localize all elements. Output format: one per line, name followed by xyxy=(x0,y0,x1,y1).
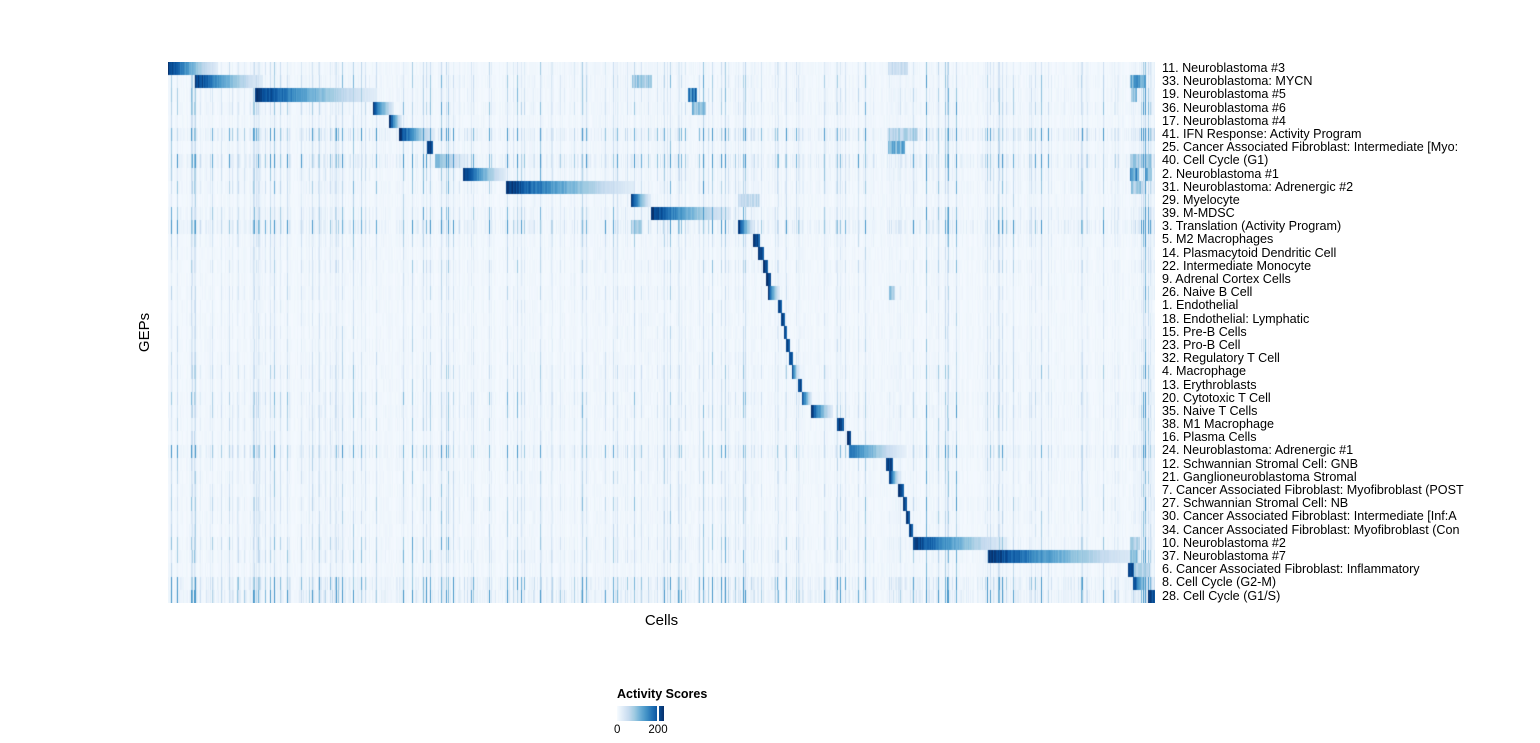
row-label: 17. Neuroblastoma #4 xyxy=(1162,113,1286,128)
legend-colorbar xyxy=(617,706,664,721)
row-label: 20. Cytotoxic T Cell xyxy=(1162,390,1271,405)
row-label: 18. Endothelial: Lymphatic xyxy=(1162,311,1310,326)
row-label-axis: 11. Neuroblastoma #3 33. Neuroblastoma: M… xyxy=(1162,61,1540,603)
row-label: 2. Neuroblastoma #1 xyxy=(1162,166,1279,181)
row-label: 1. Endothelial xyxy=(1162,298,1239,313)
row-label: 41. IFN Response: Activity Program xyxy=(1162,126,1362,141)
legend-tick-mark xyxy=(657,706,659,721)
y-axis-title-wrap: GEPs xyxy=(134,62,156,603)
row-label: 22. Intermediate Monocyte xyxy=(1162,258,1312,273)
row-label: 11. Neuroblastoma #3 xyxy=(1162,61,1285,75)
row-label: 26. Naive B Cell xyxy=(1162,285,1253,300)
heatmap xyxy=(168,62,1155,603)
row-label: 33. Neuroblastoma: MYCN xyxy=(1162,74,1313,89)
row-label: 39. M-MDSC xyxy=(1162,206,1235,221)
y-axis-title: GEPs xyxy=(136,312,154,353)
row-label: 9. Adrenal Cortex Cells xyxy=(1162,272,1291,286)
row-label: 37. Neuroblastoma #7 xyxy=(1162,548,1286,563)
legend-min-label: 0 xyxy=(614,724,621,736)
row-label: 25. Cancer Associated Fibroblast: Interm… xyxy=(1162,140,1459,155)
legend-tick-labels: 0 200 xyxy=(614,724,707,738)
row-label: 35. Naive T Cells xyxy=(1162,403,1258,418)
row-label: 4. Macrophage xyxy=(1162,364,1247,379)
row-label: 19. Neuroblastoma #5 xyxy=(1162,87,1286,102)
legend: Activity Scores 0 200 xyxy=(614,687,708,738)
row-label: 29. Myelocyte xyxy=(1162,192,1240,207)
row-label: 31. Neuroblastoma: Adrenergic #2 xyxy=(1162,179,1354,194)
row-label: 6. Cancer Associated Fibroblast: Inflamm… xyxy=(1162,562,1420,577)
row-label: 8. Cell Cycle (G2-M) xyxy=(1162,575,1277,590)
row-label: 12. Schwannian Stromal Cell: GNB xyxy=(1162,456,1358,471)
row-label: 21. Ganglioneuroblastoma Stromal xyxy=(1162,469,1357,484)
row-label: 5. M2 Macrophages xyxy=(1162,232,1274,247)
row-label: 14. Plasmacytoid Dendritic Cell xyxy=(1162,245,1337,260)
row-label: 38. M1 Macrophage xyxy=(1162,417,1275,432)
row-label: 16. Plasma Cells xyxy=(1162,430,1257,445)
row-label: 30. Cancer Associated Fibroblast: Interm… xyxy=(1162,509,1457,524)
legend-max-label: 200 xyxy=(648,724,668,736)
x-axis-title: Cells xyxy=(644,612,679,629)
row-label: 10. Neuroblastoma #2 xyxy=(1162,535,1286,550)
row-label: 40. Cell Cycle (G1) xyxy=(1162,153,1269,168)
row-label: 28. Cell Cycle (G1/S) xyxy=(1162,588,1281,603)
row-label: 24. Neuroblastoma: Adrenergic #1 xyxy=(1162,443,1354,458)
row-label: 23. Pro-B Cell xyxy=(1162,337,1241,352)
row-label: 34. Cancer Associated Fibroblast: Myofib… xyxy=(1162,522,1460,537)
row-label: 32. Regulatory T Cell xyxy=(1162,351,1280,366)
row-label: 15. Pre-B Cells xyxy=(1162,324,1247,339)
legend-title: Activity Scores xyxy=(617,687,708,701)
row-label: 3. Translation (Activity Program) xyxy=(1162,219,1342,234)
row-label: 13. Erythroblasts xyxy=(1162,377,1257,392)
row-label: 7. Cancer Associated Fibroblast: Myofibr… xyxy=(1162,483,1464,497)
row-label: 27. Schwannian Stromal Cell: NB xyxy=(1162,496,1349,511)
row-label: 36. Neuroblastoma #6 xyxy=(1162,100,1286,115)
